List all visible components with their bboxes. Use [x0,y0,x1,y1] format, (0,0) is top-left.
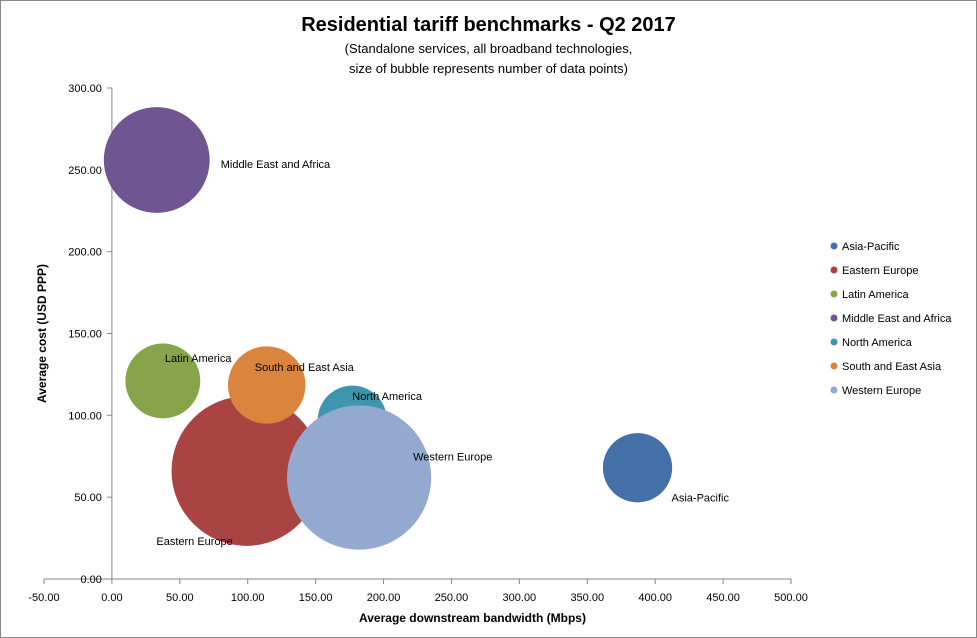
bubble-south-and-east-asia [228,346,306,424]
legend-marker-south-and-east-asia [830,362,838,370]
y-tick-label: 50.00 [74,492,102,504]
y-tick-label: 0.00 [80,574,101,586]
legend-marker-latin-america [830,290,838,298]
y-tick-label: 300.00 [68,83,102,95]
y-tick-label: 100.00 [68,410,102,422]
x-tick-label: 50.00 [166,592,194,604]
legend-label-middle-east-and-africa: Middle East and Africa [842,313,952,325]
bubble-asia-pacific [602,433,673,503]
data-label-latin-america: Latin America [165,353,233,365]
y-tick-label: 150.00 [68,329,102,341]
x-tick-label: 450.00 [706,592,740,604]
y-tick-label: 200.00 [68,247,102,259]
legend-marker-eastern-europe [830,266,838,274]
legend-label-latin-america: Latin America [842,289,910,301]
data-label-eastern-europe: Eastern Europe [156,536,232,548]
y-axis-label: Average cost (USD PPP) [35,264,49,403]
x-tick-label: 250.00 [435,592,469,604]
legend-label-western-europe: Western Europe [842,385,921,397]
x-tick-label: 400.00 [638,592,672,604]
data-label-middle-east-and-africa: Middle East and Africa [221,159,331,171]
bubble-western-europe [286,405,432,550]
x-tick-label: 500.00 [774,592,808,604]
legend-marker-middle-east-and-africa [830,314,838,322]
legend-marker-western-europe [830,386,838,394]
bubble-latin-america [125,343,201,419]
x-tick-label: 150.00 [299,592,333,604]
x-axis-label: Average downstream bandwidth (Mbps) [359,611,586,625]
data-label-western-europe: Western Europe [413,452,492,464]
x-tick-label: -50.00 [28,592,59,604]
chart-title: Residential tariff benchmarks - Q2 2017 [301,14,676,36]
data-label-north-america: North America [352,391,423,403]
chart-subtitle-line2: size of bubble represents number of data… [349,61,628,76]
data-label-south-and-east-asia: South and East Asia [255,362,355,374]
legend-marker-north-america [830,338,838,346]
bubble-eastern-europe [171,396,322,546]
x-tick-label: 0.00 [101,592,122,604]
x-tick-label: 350.00 [570,592,604,604]
x-tick-label: 100.00 [231,592,265,604]
x-tick-label: 300.00 [503,592,537,604]
legend-label-asia-pacific: Asia-Pacific [842,241,900,253]
legend-label-north-america: North America [842,337,913,349]
legend-label-south-and-east-asia: South and East Asia [842,361,942,373]
legend-label-eastern-europe: Eastern Europe [842,265,918,277]
x-tick-label: 200.00 [367,592,401,604]
legend-marker-asia-pacific [830,242,838,250]
data-label-asia-pacific: Asia-Pacific [672,493,730,505]
chart-subtitle-line1: (Standalone services, all broadband tech… [344,41,633,56]
bubble-middle-east-and-africa [103,107,210,213]
y-tick-label: 250.00 [68,165,102,177]
